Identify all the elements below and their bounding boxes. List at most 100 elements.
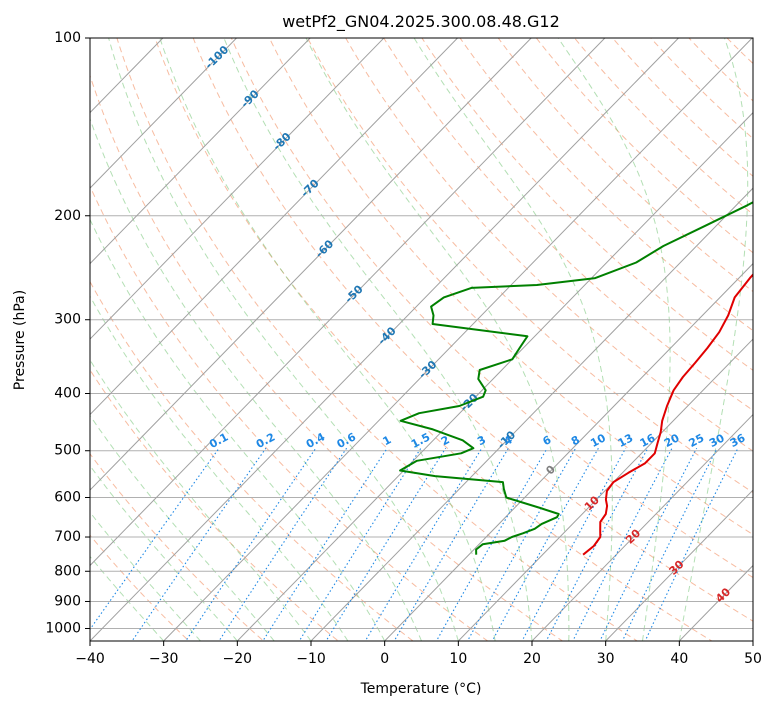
moist-adiabat-line [90,117,422,641]
x-tick-label: 20 [523,651,541,667]
x-tick-label: 30 [597,651,615,667]
temperature-profile-line [582,273,753,556]
dry-adiabat-line [611,38,753,177]
moist-adiabat-line [90,218,386,641]
dry-adiabat-line [154,38,713,641]
mixing-ratio-labels: 0.1 0.2 0.4 0.6 1 1.5 2 3 4 6 8 10 13 16 20 25 30 36 [207,430,748,451]
mixing-ratio-label: 1.5 [409,430,432,451]
isotherm-line [605,489,753,641]
mixing-ratio-line [393,447,509,641]
mixing-ratio-line [644,447,739,641]
mixing-ratio-line [218,447,348,641]
dry-adiabat-line [307,38,753,494]
moist-adiabat-line [305,38,570,641]
x-tick-label: −20 [223,651,253,667]
y-tick-label: 200 [54,208,81,224]
mixing-ratio-line [131,447,267,641]
moist-adiabat-line [90,359,312,641]
isotherm-line [236,111,753,641]
mixing-ratio-line [185,447,317,641]
moist-adiabat-line [108,38,459,641]
y-tick-label: 400 [54,386,81,402]
plot-area: -100-90-80-70-60-50-40-30-20-10010203040… [90,11,775,653]
moist-adiabat-line [90,511,201,641]
y-axis-ticks: 100 200 300 400 500 600 700 800 900 1000 [45,30,90,636]
dry-adiabat-line [90,74,564,641]
mixing-ratio-line [621,447,718,641]
moist-adiabat-line [678,38,749,641]
dry-adiabat-line [268,38,753,536]
dry-adiabat-line [90,452,265,641]
x-tick-label: 10 [449,651,467,667]
dry-adiabat-line [726,38,753,65]
mixing-ratio-line [298,447,422,641]
isotherm-line [384,262,753,641]
isotherm-line [90,38,385,340]
x-tick-label: 40 [670,651,688,667]
moist-adiabat-line [90,295,349,641]
isotherm-line [163,38,753,641]
mixing-ratio-line [491,447,599,641]
moist-adiabat-line [413,38,613,641]
mixing-ratio-line [521,447,627,641]
mixing-ratio-label: 3 [475,433,488,448]
y-tick-label: 300 [54,312,81,328]
x-tick-label: −30 [149,651,179,667]
mixing-ratio-line [466,447,577,641]
mixing-ratio-label: 20 [662,431,682,450]
y-tick-label: 100 [54,30,81,46]
x-tick-label: 50 [744,651,762,667]
isotherm-line [90,38,458,416]
isotherm-line [90,38,237,189]
dry-adiabat-line [90,184,489,641]
moist-adiabat-line [90,414,275,641]
mixing-ratio-label: 30 [707,431,727,450]
dry-adiabat-line [573,38,753,216]
isotherm-line [310,187,753,641]
moist-adiabat-line [223,38,533,641]
mixing-ratio-label: 10 [588,431,608,450]
mixing-ratio-label: 13 [616,431,636,450]
isotherm-lines [90,38,753,641]
chart-title: wetPf2_GN04.2025.300.08.48.G12 [282,12,560,32]
isotherm-line [531,413,753,641]
mixing-ratio-label: 0.4 [304,430,328,451]
mixing-ratio-label: 0.6 [335,430,359,451]
dry-adiabat-line [192,38,753,622]
x-tick-label: 0 [380,651,389,667]
dry-adiabat-line [421,38,753,371]
dry-adiabat-line [90,369,340,641]
isotherm-line [752,640,753,641]
mixing-ratio-line [90,447,220,631]
y-tick-label: 1000 [45,620,81,636]
dry-adiabat-line [345,38,753,452]
x-tick-label: −40 [75,651,105,667]
dry-adiabat-line [459,38,753,332]
y-tick-label: 800 [54,563,81,579]
y-tick-label: 600 [54,489,81,505]
isotherm-line [90,38,606,567]
dry-adiabat-line [383,38,753,411]
moist-adiabat-line [159,38,496,641]
mixing-ratio-label: 6 [541,433,554,448]
dry-adiabat-line [230,38,753,579]
mixing-ratio-label: 36 [728,431,748,450]
dry-adiabat-line [497,38,753,293]
x-axis-label: Temperature (°C) [360,681,482,697]
x-axis-ticks: −40 −30 −20 −10 0 10 20 30 40 50 [75,641,762,667]
y-tick-label: 700 [54,529,81,545]
y-axis-label: Pressure (hPa) [12,290,28,390]
y-tick-label: 900 [54,593,81,609]
isotherm-line [90,38,679,641]
mixing-ratio-label: 0.1 [207,430,230,451]
moist-adiabat-line [90,464,238,641]
mixing-ratio-label: 1 [381,433,394,448]
moist-adiabat-line [557,38,671,641]
mixing-ratio-line [435,447,548,641]
moist-adiabat-lines [90,38,749,641]
dry-adiabat-line [738,11,775,653]
isotherm-line [90,38,311,265]
y-tick-label: 500 [54,443,81,459]
